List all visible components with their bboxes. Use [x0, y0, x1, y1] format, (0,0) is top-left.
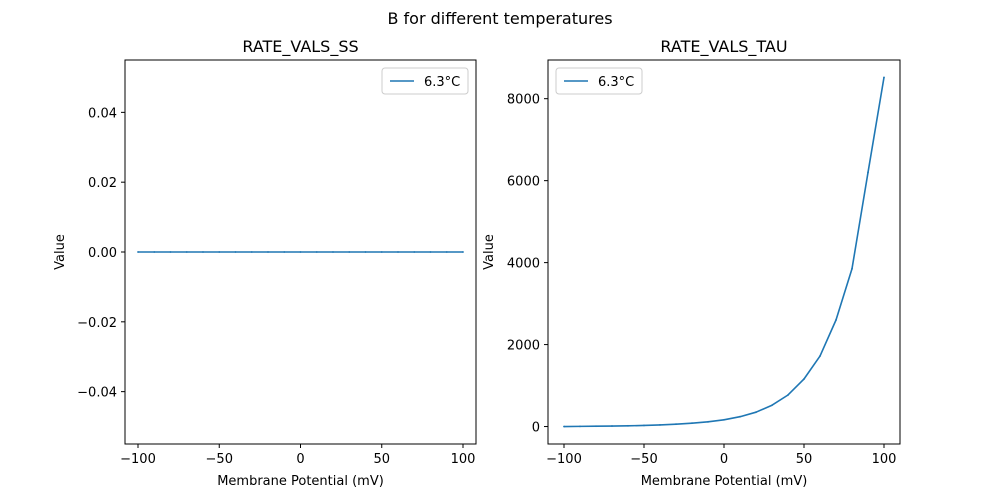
- subplot-rate-vals-tau: RATE_VALS_TAU −100 −50 0 50 100 0 2000 4000 6000 8…: [482, 37, 901, 489]
- data-point: [675, 423, 677, 426]
- y-tick-label: −0.04: [77, 386, 117, 401]
- data-point: [803, 378, 805, 380]
- data-point: [234, 251, 237, 253]
- data-point: [627, 424, 629, 427]
- y-tick-label: 0.04: [88, 106, 117, 121]
- legend-box: [555, 67, 643, 95]
- data-point: [283, 251, 286, 253]
- data-point: [771, 404, 773, 407]
- data-point: [819, 355, 821, 357]
- data-point: [595, 425, 597, 428]
- y-tick-label: −0.02: [77, 316, 117, 331]
- y-tick-label: 0.00: [88, 246, 117, 261]
- data-point: [348, 251, 351, 253]
- y-tick-label: 8000: [507, 93, 540, 108]
- data-point: [755, 411, 757, 414]
- x-tick-label: −50: [206, 452, 233, 467]
- y-tick-label: 0: [532, 421, 540, 436]
- data-point: [250, 251, 253, 253]
- axes-frame: [547, 59, 901, 445]
- data-point: [579, 425, 581, 428]
- data-point: [659, 424, 661, 426]
- data-point: [364, 251, 367, 253]
- x-tick-label: 0: [296, 452, 304, 467]
- legend-label: 6.3°C: [424, 75, 460, 90]
- y-axis-label: Value: [482, 234, 497, 270]
- data-point: [739, 415, 741, 418]
- x-tick-label: −100: [546, 452, 582, 467]
- x-tick-label: 50: [373, 452, 390, 467]
- x-axis-label: Membrane Potential (mV): [217, 474, 384, 489]
- data-point: [315, 251, 318, 253]
- data-point: [691, 422, 693, 425]
- data-point: [202, 251, 204, 253]
- series-line: [563, 77, 885, 428]
- data-point: [380, 251, 383, 253]
- x-axis-label: Membrane Potential (mV): [641, 474, 808, 489]
- data-point: [883, 76, 885, 79]
- x-tick-label: −50: [630, 452, 657, 467]
- data-point: [835, 319, 837, 321]
- data-point: [787, 394, 789, 396]
- y-axis-label: Value: [53, 234, 68, 270]
- data-point: [397, 251, 399, 253]
- x-tick-label: 50: [796, 452, 813, 467]
- y-tick-label: 0.02: [88, 176, 117, 191]
- data-point: [707, 420, 709, 423]
- data-point: [153, 251, 156, 253]
- x-tick-label: 100: [872, 452, 897, 467]
- data-point: [169, 251, 172, 253]
- data-point: [413, 251, 416, 253]
- data-point: [185, 251, 188, 253]
- y-tick-label: 6000: [507, 175, 540, 190]
- x-tick-label: 0: [720, 452, 728, 467]
- data-point: [611, 425, 613, 427]
- x-tick-label: −100: [120, 452, 156, 467]
- data-point: [851, 267, 853, 270]
- data-point: [332, 251, 334, 253]
- figure-suptitle: B for different temperatures: [387, 9, 612, 28]
- data-point: [218, 251, 221, 253]
- y-tick-label: 2000: [507, 339, 540, 354]
- data-point: [723, 418, 725, 421]
- x-tick-label: 100: [451, 452, 476, 467]
- data-point: [429, 251, 432, 253]
- data-point: [299, 251, 302, 253]
- data-point: [462, 251, 464, 253]
- data-point: [137, 251, 139, 253]
- axes-title: RATE_VALS_TAU: [660, 37, 787, 57]
- axes-title: RATE_VALS_SS: [242, 37, 358, 57]
- data-point: [267, 251, 269, 253]
- data-point: [445, 251, 448, 253]
- data-point: [563, 425, 565, 428]
- legend-box: [381, 67, 469, 95]
- data-point: [867, 171, 869, 174]
- data-point: [643, 424, 645, 427]
- y-tick-label: 4000: [507, 257, 540, 272]
- subplot-rate-vals-ss: RATE_VALS_SS −100 −50 0 50 100 −0.04 −0.02 0.00 0…: [53, 37, 477, 489]
- legend-label: 6.3°C: [598, 75, 634, 90]
